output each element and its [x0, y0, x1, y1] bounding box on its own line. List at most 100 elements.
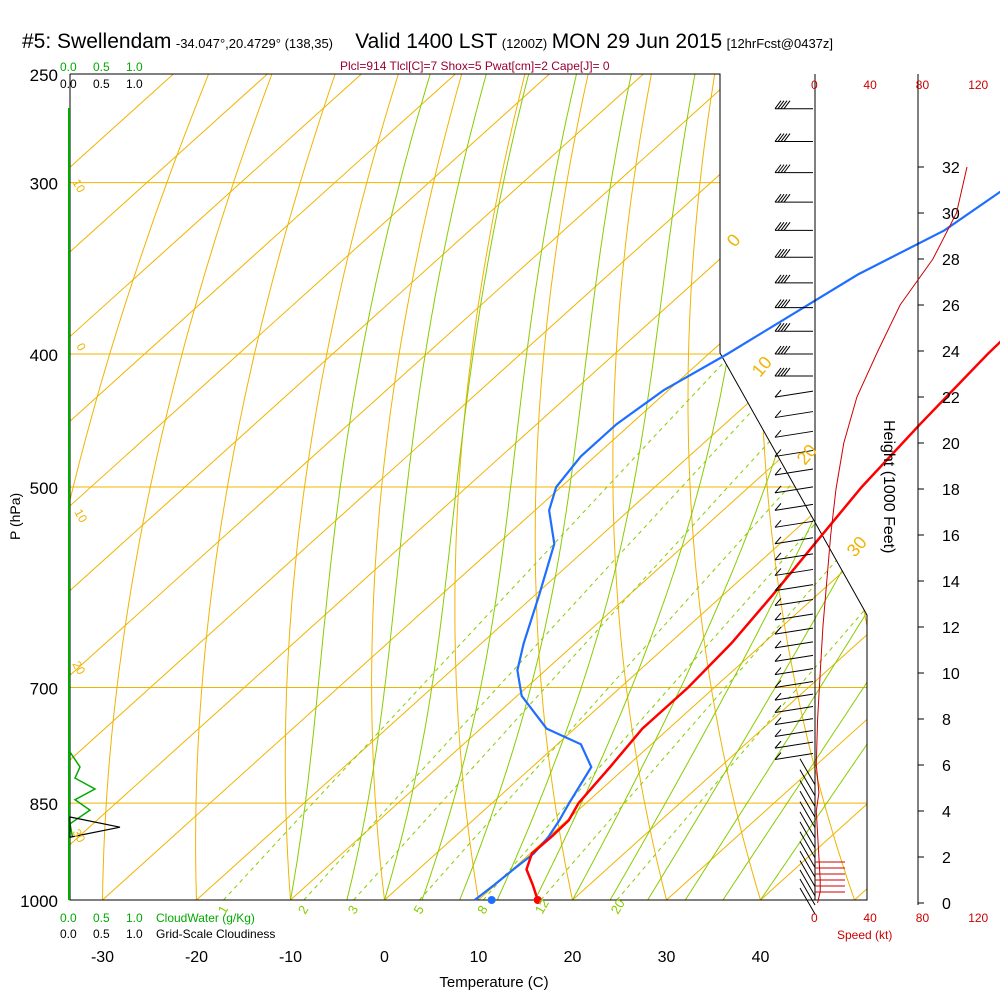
- pressure-tick-label: 300: [30, 175, 58, 194]
- wind-barb: [775, 222, 813, 230]
- valid-time: Valid 1400 LST: [355, 30, 497, 53]
- wind-barb: [775, 613, 813, 620]
- wind-barb: [775, 668, 813, 675]
- forecast-info: [12hrFcst@0437z]: [727, 36, 833, 51]
- cloud-tick-top-green: 1.0: [126, 60, 143, 74]
- dry-adiabat-label: 10: [748, 352, 776, 380]
- speed-tick-top: 0: [811, 78, 818, 92]
- wind-barb: [800, 791, 815, 817]
- wind-barb: [775, 101, 813, 109]
- wind-barb: [775, 680, 813, 687]
- dry-adiabat: [966, 74, 1000, 900]
- wind-barb: [775, 753, 813, 760]
- mixing-ratio-label: 5: [410, 903, 427, 917]
- height-tick-label: 2: [942, 850, 951, 867]
- mixing-ratio-label: 3: [345, 903, 362, 917]
- cloud-tick-bottom-green: 1.0: [126, 911, 143, 925]
- temperature-tick-label: 40: [752, 949, 770, 966]
- wind-barb: [800, 770, 815, 796]
- height-speed-panel: 0246810121416182022242628303200404080801…: [811, 74, 989, 942]
- sounding-parameters: Plcl=914 Tlcl[C]=7 Shox=5 Pwat[cm]=2 Cap…: [340, 59, 610, 73]
- wind-barb: [775, 693, 813, 700]
- height-tick-label: 10: [942, 666, 960, 683]
- dry-adiabat-label: 0: [723, 230, 745, 251]
- speed-label: Speed (kt): [837, 928, 892, 942]
- speed-tick-bottom: 40: [863, 911, 877, 925]
- speed-tick-top: 40: [863, 78, 877, 92]
- height-tick-label: 24: [942, 344, 960, 361]
- wind-barb: [775, 705, 813, 712]
- temperature-axis-label: Temperature (C): [439, 974, 548, 991]
- wind-barb: [775, 390, 813, 397]
- cloud-tick-bottom-black: 0.0: [60, 927, 77, 941]
- temperature-tick-label: -30: [91, 949, 114, 966]
- height-axis-label: Height (1000 Feet): [880, 420, 897, 553]
- wind-barb: [775, 627, 813, 634]
- pressure-axis-label: P (hPa): [7, 493, 23, 540]
- chart-title: #5: Swellendam -34.047°,20.4729° (138,35…: [22, 30, 833, 54]
- pressure-tick-label: 700: [30, 679, 58, 698]
- pressure-tick-label: 850: [30, 795, 58, 814]
- cloud-tick-bottom-black: 1.0: [126, 927, 143, 941]
- valid-date: MON 29 Jun 2015: [552, 30, 722, 53]
- temperature-tick-label: 30: [658, 949, 676, 966]
- speed-tick-top: 80: [916, 78, 930, 92]
- temperature-tick-label: -20: [185, 949, 208, 966]
- wind-barb: [775, 741, 813, 748]
- wind-barb: [775, 430, 813, 437]
- theta-label: 10: [71, 507, 90, 526]
- wind-barb: [775, 729, 813, 736]
- station-coords: -34.047°,20.4729° (138,35): [176, 36, 333, 51]
- dry-adiabat-label: 20: [793, 440, 821, 468]
- cloud-tick-bottom-green: 0.0: [60, 911, 77, 925]
- temperature-tick-label: 0: [380, 949, 389, 966]
- dewpoint-line: [475, 109, 1000, 900]
- temperature-tick-label: -10: [279, 949, 302, 966]
- cloud-tick-top-black: 0.0: [60, 77, 77, 91]
- wind-barb: [775, 165, 813, 173]
- wind-barb: [775, 718, 813, 725]
- height-tick-label: 6: [942, 758, 951, 775]
- background-grid: [0, 74, 1000, 900]
- cloud-tick-top-green: 0.0: [60, 60, 77, 74]
- mixing-ratio-line: [541, 354, 1000, 900]
- height-tick-label: 20: [942, 436, 960, 453]
- wind-barb: [775, 411, 813, 418]
- wind-barb: [800, 802, 815, 828]
- mixing-ratio-line: [224, 354, 732, 900]
- height-tick-label: 22: [942, 390, 960, 407]
- pressure-tick-label: 1000: [20, 892, 58, 911]
- dry-adiabat-label: 30: [843, 532, 871, 560]
- wind-barb: [775, 323, 813, 331]
- wind-barb: [775, 346, 813, 354]
- pressure-tick-label: 400: [30, 346, 58, 365]
- height-tick-label: 0: [942, 896, 951, 913]
- sounding-profiles: [475, 109, 1000, 904]
- cloud-water-line: [70, 752, 95, 837]
- cloud-tick-top-black: 1.0: [126, 77, 143, 91]
- mixing-ratio-line: [420, 354, 910, 900]
- cloud-panel: 0.00.00.50.51.01.00.00.00.50.51.01.0Clou…: [60, 60, 275, 941]
- surface-dewpoint-marker: [488, 896, 496, 904]
- height-tick-label: 26: [942, 298, 960, 315]
- cloudiness-label: Grid-Scale Cloudiness: [156, 927, 275, 941]
- pressure-tick-label: 500: [30, 479, 58, 498]
- wind-barb: [775, 641, 813, 648]
- isotherm-line: [855, 74, 1000, 900]
- temperature-line: [527, 109, 1000, 900]
- height-tick-label: 4: [942, 804, 951, 821]
- mixing-ratio-line: [354, 354, 850, 900]
- speed-tick-bottom: 0: [811, 911, 818, 925]
- theta-label: 0: [73, 341, 89, 354]
- temperature-tick-label: 10: [470, 949, 488, 966]
- temperature-tick-label: 20: [564, 949, 582, 966]
- speed-tick-bottom: 120: [968, 911, 988, 925]
- cloud-tick-top-black: 0.5: [93, 77, 110, 91]
- wind-barb: [775, 249, 813, 257]
- station-name: #5: Swellendam: [22, 30, 171, 53]
- utc-time: (1200Z): [502, 36, 548, 51]
- height-tick-label: 28: [942, 252, 960, 269]
